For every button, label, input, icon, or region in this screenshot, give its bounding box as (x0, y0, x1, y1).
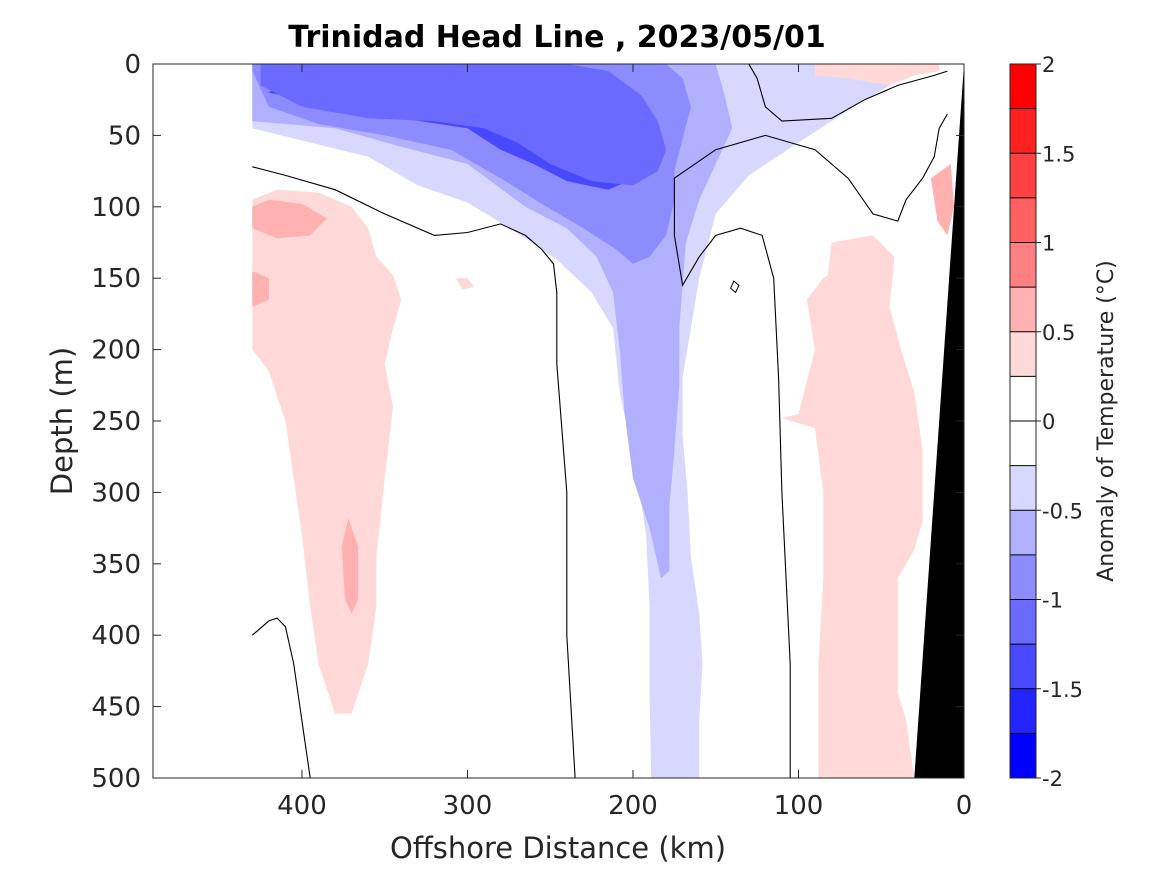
y-tick-label: 150 (91, 264, 141, 294)
colorbar-tick-label: 0.5 (1042, 321, 1075, 345)
small-contour (729, 280, 740, 294)
y-axis: 0 50 100 150 200 250 300 350 400 450 500 (91, 50, 964, 794)
colorbar-tick-label: -0.5 (1042, 499, 1083, 523)
colorbar-swatch (1010, 242, 1036, 288)
x-tick-label: 200 (608, 791, 658, 821)
colorbar-tick-label: -1.5 (1042, 678, 1083, 702)
y-tick-label: 450 (91, 693, 141, 723)
y-tick-label: 250 (91, 407, 141, 437)
y-tick-label: 0 (124, 50, 141, 80)
colorbar-swatch (1010, 331, 1036, 377)
contour-region-surface-warm-strip (815, 64, 940, 86)
colorbar-swatch (1010, 421, 1036, 466)
colorbar-tick-label: -2 (1042, 767, 1063, 791)
colorbar-swatch (1010, 197, 1036, 243)
y-tick-label: 400 (91, 621, 141, 651)
colorbar-swatch (1010, 510, 1036, 555)
y-axis-label: Depth (m) (45, 347, 79, 495)
colorbar-swatch (1010, 153, 1036, 198)
y-tick-label: 100 (91, 193, 141, 223)
y-tick-label: 50 (108, 121, 141, 151)
colorbar-tick-label: -1 (1042, 589, 1063, 613)
y-tick-label: 200 (91, 336, 141, 366)
zero-contour-line-3 (673, 113, 948, 778)
colorbar-swatch (1010, 376, 1036, 421)
contour-region-offshore-warm-core (252, 199, 327, 239)
x-tick-label: 100 (774, 791, 824, 821)
x-axis: 400 300 200 100 0 (277, 64, 972, 821)
x-tick-label: 400 (277, 791, 327, 821)
colorbar-swatch (1010, 644, 1036, 689)
colorbar-swatch (1010, 465, 1036, 511)
contour-region-offshore-warm-streak (341, 518, 359, 614)
zero-contour-line-2 (748, 64, 948, 122)
colorbar-swatch (1010, 108, 1036, 154)
y-tick-label: 350 (91, 550, 141, 580)
colorbar-swatch (1010, 287, 1036, 332)
colorbar-tick-label: 2 (1042, 53, 1055, 77)
colorbar-tick-label: 0 (1042, 410, 1055, 434)
colorbar-swatch (1010, 733, 1036, 778)
bathymetry-mask (914, 64, 964, 778)
contour-fills (252, 64, 955, 778)
y-tick-label: 300 (91, 478, 141, 508)
zero-contour-lines (251, 64, 948, 778)
colorbar-swatch (1010, 599, 1036, 645)
colorbar-label: Anomaly of Temperature (°C) (1094, 260, 1119, 582)
x-axis-label: Offshore Distance (km) (390, 831, 726, 865)
contour-region-small-warm-fleck (455, 278, 475, 290)
colorbar-swatch (1010, 554, 1036, 600)
contour-region-nearshore-warm-sliver (930, 164, 955, 236)
contour-region-cold-core-middle (260, 64, 667, 186)
colorbar-swatch (1010, 64, 1036, 109)
contour-region-edge-warm-fleck (252, 271, 269, 307)
colorbar-swatch (1010, 688, 1036, 734)
zero-contour-line-0 (252, 166, 576, 778)
colorbar-tick-label: 1 (1042, 232, 1055, 256)
colorbar: 2 1.5 1 0.5 0 -0.5 -1 -1.5 -2 (1009, 53, 1083, 791)
x-tick-label: 300 (443, 791, 493, 821)
x-tick-label: 0 (956, 791, 973, 821)
chart-title: Trinidad Head Line , 2023/05/01 (288, 20, 825, 55)
colorbar-tick-label: 1.5 (1042, 142, 1075, 166)
y-tick-label: 500 (91, 764, 141, 794)
contour-region-nearshore-warm-deep (781, 235, 923, 778)
contour-region-offshore-warm-patch (252, 189, 402, 714)
zero-contour-line-1 (251, 617, 311, 778)
